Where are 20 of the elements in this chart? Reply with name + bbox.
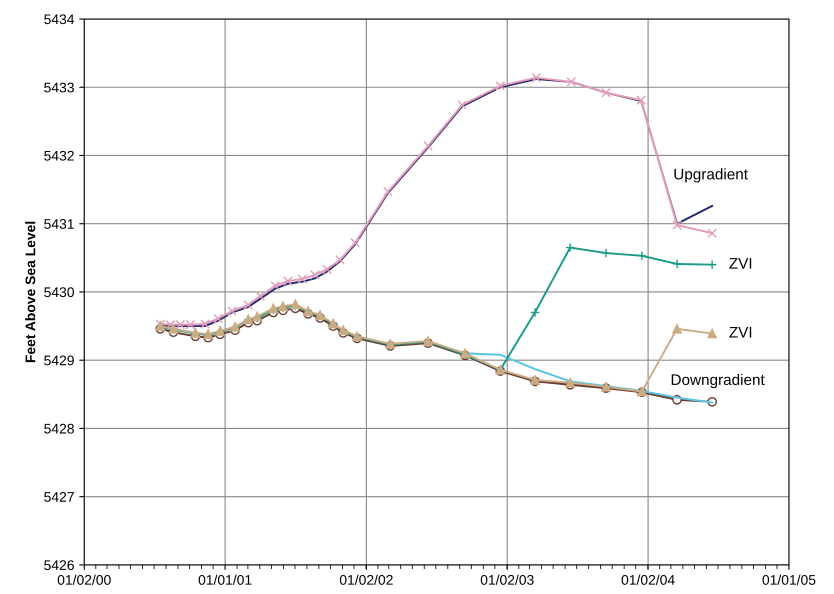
x-tick-label: 01/02/03 [480,574,534,585]
x-tick-label: 01/02/04 [622,574,675,585]
y-tick-label: 5429 [44,356,74,366]
y-tick-label: 5427 [44,492,74,502]
series-label: ZVI [729,327,752,338]
series-label: Downgradient [672,374,765,388]
x-tick-label: 01/01/05 [762,574,816,585]
x-tick-label: 01/02/00 [58,574,111,585]
y-tick-label: 5432 [44,150,74,161]
y-tick-label: 5434 [44,14,74,24]
y-tick-label: 5428 [44,424,74,434]
y-tick-label: 5430 [44,287,74,298]
y-tick-label: 5426 [44,560,74,570]
y-tick-label: 5431 [44,219,74,229]
y-tick-label: 5433 [44,82,74,92]
series-label: Upgradient [674,168,748,183]
series-label: ZVI [729,258,752,269]
x-tick-label: 01/01/01 [198,574,252,585]
x-tick-label: 01/02/02 [340,574,393,585]
y-axis-title: Feet Above Sea Level [25,222,36,362]
